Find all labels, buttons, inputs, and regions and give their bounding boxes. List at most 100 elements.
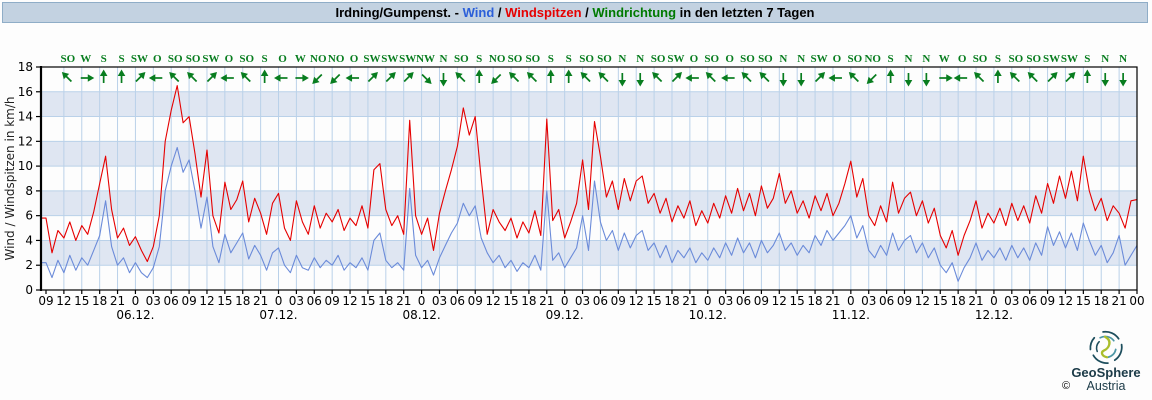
wind-arrow-head <box>240 71 249 80</box>
wind-arrow-tail <box>494 73 502 81</box>
x-tick-label: 09 <box>754 294 769 308</box>
wind-arrow-tail <box>814 75 822 83</box>
wind-arrow-icon <box>439 73 448 87</box>
wind-arrow-icon <box>939 74 953 82</box>
wind-arrow-icon <box>187 71 198 83</box>
wind-arrow-head <box>580 71 588 80</box>
x-tick-label: 15 <box>933 294 948 308</box>
wind-arrow-icon <box>169 71 180 83</box>
wind-arrow-icon <box>1101 73 1110 87</box>
wind-direction-label: S <box>118 53 124 65</box>
x-tick-label: 15 <box>74 294 89 308</box>
y-tick-label: 0 <box>25 283 33 297</box>
x-tick-label: 09 <box>1040 294 1055 308</box>
wind-arrow-head <box>509 71 517 80</box>
wind-arrow-head <box>779 80 788 87</box>
wind-arrow-icon <box>886 69 895 83</box>
wind-arrow-icon <box>475 69 484 83</box>
logo-country: Austria <box>1086 379 1126 393</box>
wind-arrow-tail <box>65 75 73 83</box>
x-tick-label: 21 <box>539 294 554 308</box>
wind-direction-label: S <box>566 53 572 65</box>
wind-arrow-tail <box>584 75 591 83</box>
wind-arrow-icon <box>421 73 432 85</box>
wind-direction-label: N <box>618 53 626 65</box>
wind-arrow-icon <box>671 71 682 83</box>
x-tick-label: 03 <box>289 294 304 308</box>
wind-arrow-head <box>953 74 961 82</box>
x-tick-label: 0 <box>561 294 569 308</box>
wind-arrow-head <box>61 71 70 80</box>
wind-arrow-head <box>345 74 353 82</box>
wind-direction-label: SO <box>186 53 201 65</box>
wind-arrow-head <box>685 74 692 82</box>
wind-arrow-head <box>209 71 217 80</box>
wind-direction-label: S <box>888 53 894 65</box>
date-label: 10.12. <box>689 308 727 322</box>
wind-direction-label: NO <box>864 53 881 65</box>
x-tick-label: 12 <box>485 294 500 308</box>
wind-arrow-icon <box>135 71 146 83</box>
wind-arrow-head <box>848 71 857 80</box>
wind-arrow-icon <box>1009 71 1020 83</box>
wind-direction-label: O <box>725 53 734 65</box>
x-tick-label: 18 <box>235 294 250 308</box>
x-tick-label: 03 <box>1004 294 1019 308</box>
wind-arrow-head <box>974 71 982 80</box>
wind-arrow-head <box>491 76 499 85</box>
wind-arrow-head <box>797 80 805 87</box>
x-tick-label: 0 <box>132 294 140 308</box>
legend-windspitzen: Windspitzen <box>505 5 582 20</box>
date-label: 07.12. <box>259 308 297 322</box>
wind-arrow-icon <box>61 71 73 83</box>
wind-arrow-icon <box>1065 71 1076 83</box>
wind-direction-label: NO <box>310 53 327 65</box>
y-tick-label: 14 <box>18 110 33 124</box>
wind-arrow-icon <box>295 74 309 82</box>
wind-arrow-head <box>406 71 414 80</box>
wind-direction-label: NW <box>416 53 435 65</box>
wind-arrow-head <box>1068 71 1076 80</box>
wind-arrow-icon <box>848 71 859 83</box>
wind-arrow-icon <box>779 73 788 87</box>
x-tick-label: 06 <box>879 294 894 308</box>
wind-arrow-icon <box>1027 71 1038 83</box>
y-tick-label: 6 <box>25 209 33 223</box>
wind-arrow-head <box>312 76 320 85</box>
wind-direction-label: O <box>153 53 162 65</box>
wind-arrow-head <box>904 80 913 87</box>
wind-direction-label: SO <box>526 53 541 65</box>
wind-direction-label: SO <box>597 53 612 65</box>
wind-direction-label: N <box>922 53 930 65</box>
wind-arrow-tail <box>745 75 752 83</box>
wind-direction-label: SO <box>508 53 523 65</box>
wind-arrow-icon <box>866 73 877 85</box>
wind-arrow-tail <box>655 75 663 83</box>
x-tick-label: 00 <box>1129 294 1144 308</box>
wind-direction-label: SW <box>381 53 398 65</box>
wind-direction-label: SO <box>454 53 469 65</box>
y-tick-label: 4 <box>25 233 33 247</box>
x-tick-label: 0 <box>990 294 998 308</box>
wind-direction-label: S <box>995 53 1001 65</box>
wind-direction-label: SO <box>1008 53 1023 65</box>
x-tick-label: 0 <box>704 294 712 308</box>
wind-direction-label: S <box>262 53 268 65</box>
chart-title-bar: Irdning/Gumpenst. - Wind / Windspitzen /… <box>2 2 1148 23</box>
wind-arrow-icon <box>546 69 555 83</box>
wind-arrow-head <box>330 76 338 85</box>
y-tick-label: 10 <box>18 159 33 173</box>
wind-arrow-icon <box>1083 69 1092 83</box>
wind-arrow-icon <box>330 73 341 85</box>
wind-arrow-tail <box>135 75 142 83</box>
title-suffix: in den letzten 7 Tagen <box>676 5 815 20</box>
x-tick-label: 03 <box>146 294 161 308</box>
wind-direction-label: N <box>905 53 913 65</box>
wind-arrow-head <box>169 71 177 80</box>
wind-arrow-head <box>274 74 281 82</box>
series-wind <box>41 146 1138 282</box>
x-tick-label: 15 <box>217 294 232 308</box>
x-tick-label: 03 <box>861 294 876 308</box>
wind-arrow-icon <box>148 74 163 82</box>
